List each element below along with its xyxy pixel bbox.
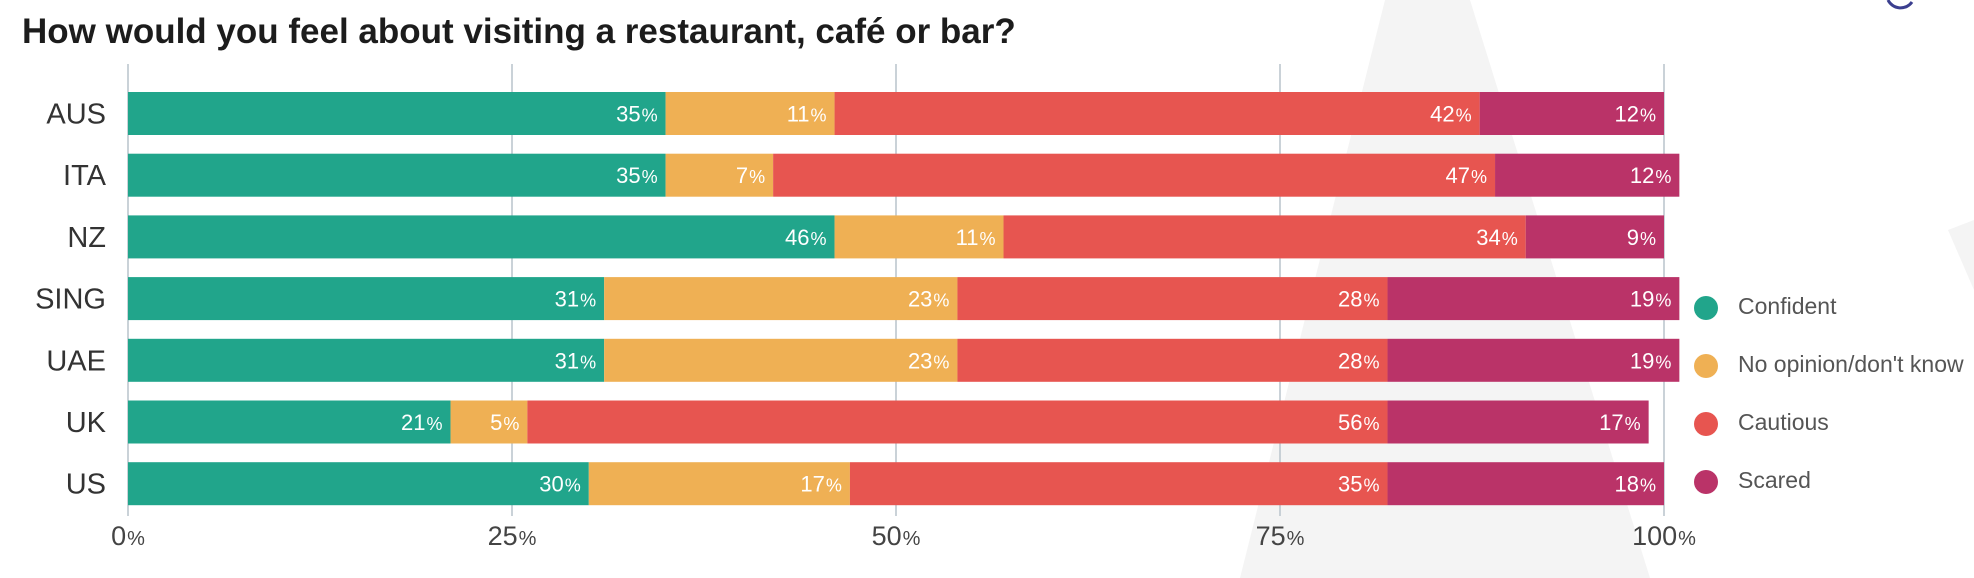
legend-swatch-no-opinion	[1694, 354, 1718, 378]
bar-aus-cautious	[834, 92, 1480, 135]
legend-item-cautious: Cautious	[1694, 409, 1974, 470]
bar-nz-cautious	[1003, 215, 1526, 259]
data-label-uae-no-opinion-don-t-know: 23%	[908, 348, 950, 373]
data-label-uk-cautious: 56%	[1338, 410, 1380, 435]
bar-us-no-opinion-don-t-know	[588, 462, 850, 506]
x-axis-ticks: 0% 25% 50% 75% 100%	[111, 521, 1696, 551]
bar-aus-no-opinion-don-t-know	[665, 92, 835, 135]
bar-uae-scared	[1387, 338, 1680, 382]
legend-label-confident: Confident	[1738, 293, 1837, 319]
category-label-us: US	[66, 469, 106, 501]
data-label-ita-scared: 12%	[1630, 163, 1672, 188]
data-label-nz-scared: 9%	[1627, 225, 1656, 250]
data-label-nz-cautious: 34%	[1476, 225, 1518, 250]
category-label-nz: NZ	[67, 222, 106, 254]
legend-label-scared: Scared	[1738, 467, 1811, 493]
legend-item-confident: Confident	[1694, 293, 1974, 354]
data-label-uk-confident: 21%	[401, 410, 443, 435]
bar-uae-no-opinion-don-t-know	[604, 338, 958, 382]
data-label-uae-scared: 19%	[1630, 348, 1672, 373]
x-tick-label-75: 75%	[1256, 521, 1305, 551]
category-labels: AUS ITA NZ SING UAE UK US	[35, 99, 107, 501]
data-label-nz-confident: 46%	[785, 225, 827, 250]
bar-nz-no-opinion-don-t-know	[834, 215, 1004, 259]
data-label-ita-cautious: 47%	[1446, 163, 1488, 188]
data-label-aus-confident: 35%	[616, 102, 658, 127]
x-tick-label-100: 100%	[1632, 521, 1696, 551]
data-label-ita-confident: 35%	[616, 163, 658, 188]
data-label-nz-no-opinion-don-t-know: 11%	[956, 225, 996, 250]
data-label-uae-cautious: 28%	[1338, 348, 1380, 373]
data-label-ita-no-opinion-don-t-know: 7%	[736, 163, 765, 188]
legend-swatch-scared	[1694, 470, 1718, 494]
bar-ita-confident	[128, 153, 666, 197]
data-label-uae-confident: 31%	[555, 348, 597, 373]
data-label-us-confident: 30%	[539, 472, 581, 497]
bar-us-scared	[1387, 462, 1664, 506]
bars: 35% 11% 42% 12% 35% 7% 47% 12% 46% 11% 34% 9% 31% 23%…	[128, 92, 1680, 506]
category-label-uk: UK	[66, 407, 107, 439]
bar-aus-confident	[128, 92, 666, 135]
data-label-uk-scared: 17%	[1599, 410, 1641, 435]
chart-title: How would you feel about visiting a rest…	[22, 12, 1016, 51]
category-label-sing: SING	[35, 284, 106, 316]
legend-label-no-opinion: No opinion/don't know	[1738, 351, 1964, 377]
data-label-sing-cautious: 28%	[1338, 287, 1380, 312]
legend-label-cautious: Cautious	[1738, 409, 1829, 435]
data-label-us-scared: 18%	[1615, 472, 1657, 497]
x-tick-label-25: 25%	[488, 521, 537, 551]
bar-sing-cautious	[957, 277, 1388, 321]
bar-aus-scared	[1479, 92, 1664, 135]
data-label-aus-cautious: 42%	[1430, 102, 1472, 127]
data-label-sing-scared: 19%	[1630, 287, 1672, 312]
category-label-uae: UAE	[46, 345, 106, 377]
bar-uk-scared	[1387, 400, 1649, 444]
bar-nz-confident	[128, 215, 835, 259]
bar-us-cautious	[849, 462, 1388, 506]
bar-uk-no-opinion-don-t-know	[450, 400, 528, 444]
legend-item-scared: Scared	[1694, 467, 1974, 528]
bar-us-confident	[128, 462, 589, 506]
x-tick-label-0: 0%	[111, 521, 145, 551]
bar-ita-no-opinion-don-t-know	[665, 153, 774, 197]
legend-swatch-cautious	[1694, 412, 1718, 436]
data-label-uk-no-opinion-don-t-know: 5%	[490, 410, 519, 435]
bar-nz-scared	[1525, 215, 1664, 259]
category-label-ita: ITA	[63, 160, 107, 192]
legend-item-no-opinion: No opinion/don't know	[1694, 351, 1974, 412]
bar-ita-scared	[1495, 153, 1680, 197]
bar-sing-no-opinion-don-t-know	[604, 277, 958, 321]
legend-swatch-confident	[1694, 296, 1718, 320]
data-label-us-cautious: 35%	[1338, 472, 1380, 497]
legend: Confident No opinion/don't know Cautious…	[1694, 293, 1974, 528]
data-label-aus-no-opinion-don-t-know: 11%	[787, 102, 827, 127]
bar-ita-cautious	[773, 153, 1496, 197]
bar-uae-cautious	[957, 338, 1388, 382]
bar-uk-cautious	[527, 400, 1388, 444]
data-label-sing-confident: 31%	[555, 287, 597, 312]
data-label-aus-scared: 12%	[1615, 102, 1657, 127]
bar-sing-scared	[1387, 277, 1680, 321]
data-label-us-no-opinion-don-t-know: 17%	[800, 472, 842, 497]
data-label-sing-no-opinion-don-t-know: 23%	[908, 287, 950, 312]
bar-uk-confident	[128, 400, 451, 444]
x-tick-label-50: 50%	[872, 521, 921, 551]
bar-sing-confident	[128, 277, 605, 321]
bar-uae-confident	[128, 338, 605, 382]
category-label-aus: AUS	[46, 99, 106, 131]
